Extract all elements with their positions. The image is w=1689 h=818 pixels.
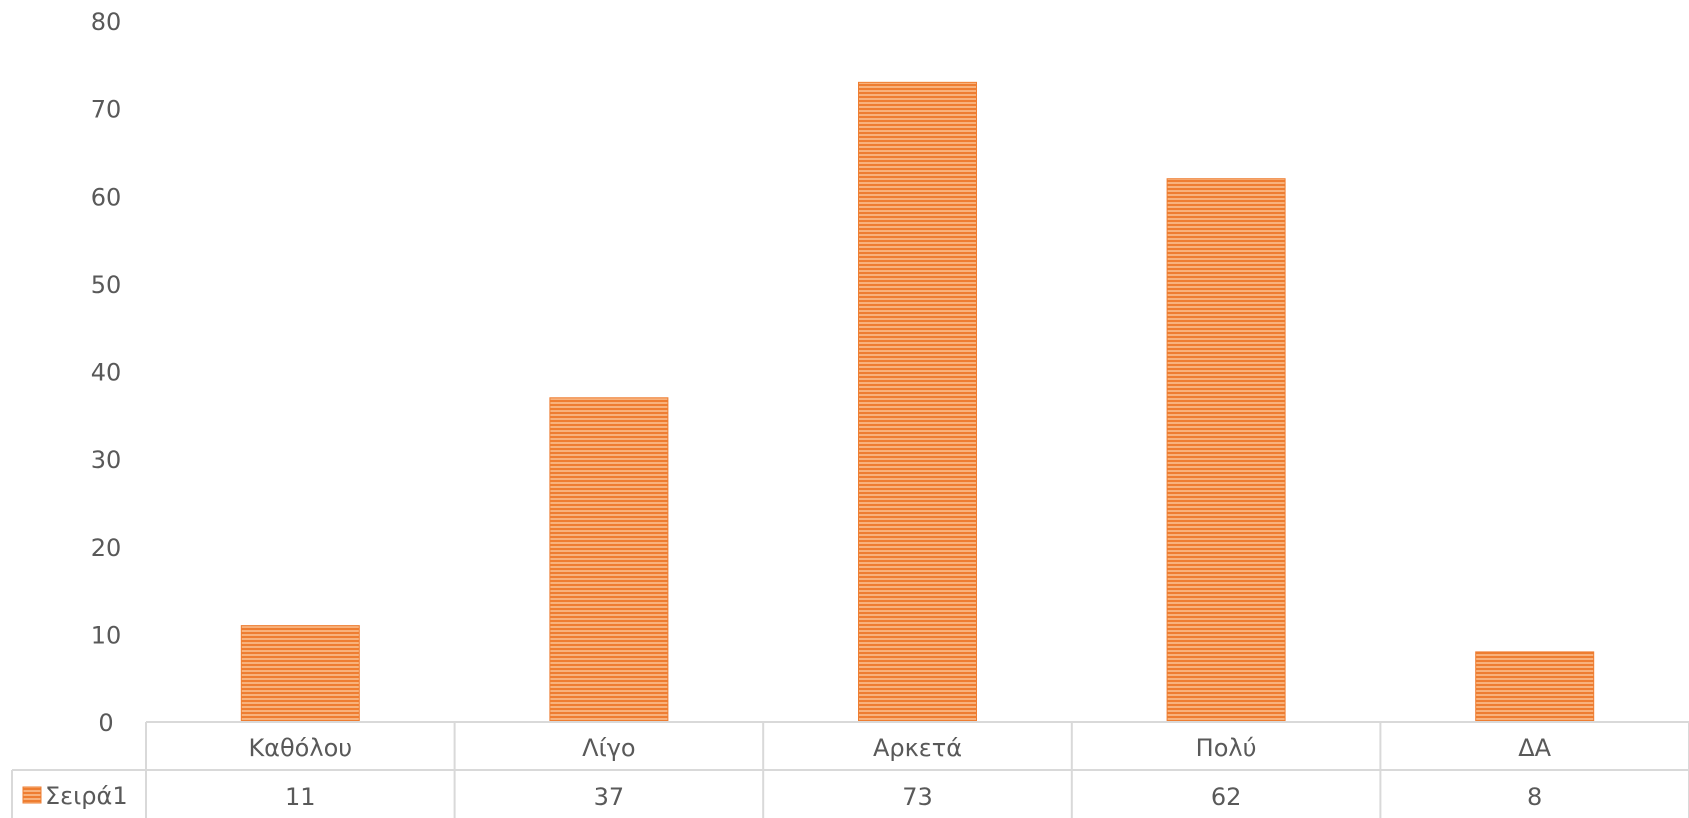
y-tick-label: 80 (91, 8, 122, 36)
bar-ΔΑ (1475, 651, 1595, 723)
bar-Καθόλου (240, 625, 360, 723)
x-tick-label: Πολύ (1196, 734, 1257, 762)
data-label: 37 (594, 783, 625, 811)
data-label: 8 (1527, 783, 1542, 811)
y-tick-label: 50 (91, 271, 122, 299)
y-axis: 0 10 20 30 40 50 60 70 80 (91, 8, 122, 737)
data-label: 62 (1211, 783, 1242, 811)
x-tick-label: Αρκετά (873, 734, 962, 762)
legend-key (22, 786, 42, 804)
x-tick-label: Λίγο (582, 734, 635, 762)
data-label: 73 (902, 783, 933, 811)
y-tick-label: 40 (91, 359, 122, 387)
y-tick-label: 30 (91, 446, 122, 474)
bar-Αρκετά (858, 81, 977, 723)
y-tick-label: 10 (91, 621, 122, 649)
legend-label: Σειρά1 (45, 782, 128, 810)
data-table: Καθόλου Λίγο Αρκετά Πολύ ΔΑ 11 37 73 62 8 Σειρά1 (11, 721, 1689, 818)
y-tick-label: 60 (91, 183, 122, 211)
data-label: 11 (285, 783, 316, 811)
bar-Λίγο (549, 397, 669, 723)
x-tick-label: Καθόλου (248, 734, 352, 762)
y-tick-label: 20 (91, 534, 122, 562)
y-tick-label: 0 (98, 709, 113, 737)
bars (240, 81, 1595, 723)
bar-Πολύ (1166, 178, 1286, 723)
y-tick-label: 70 (91, 96, 122, 124)
x-tick-label: ΔΑ (1518, 734, 1551, 762)
